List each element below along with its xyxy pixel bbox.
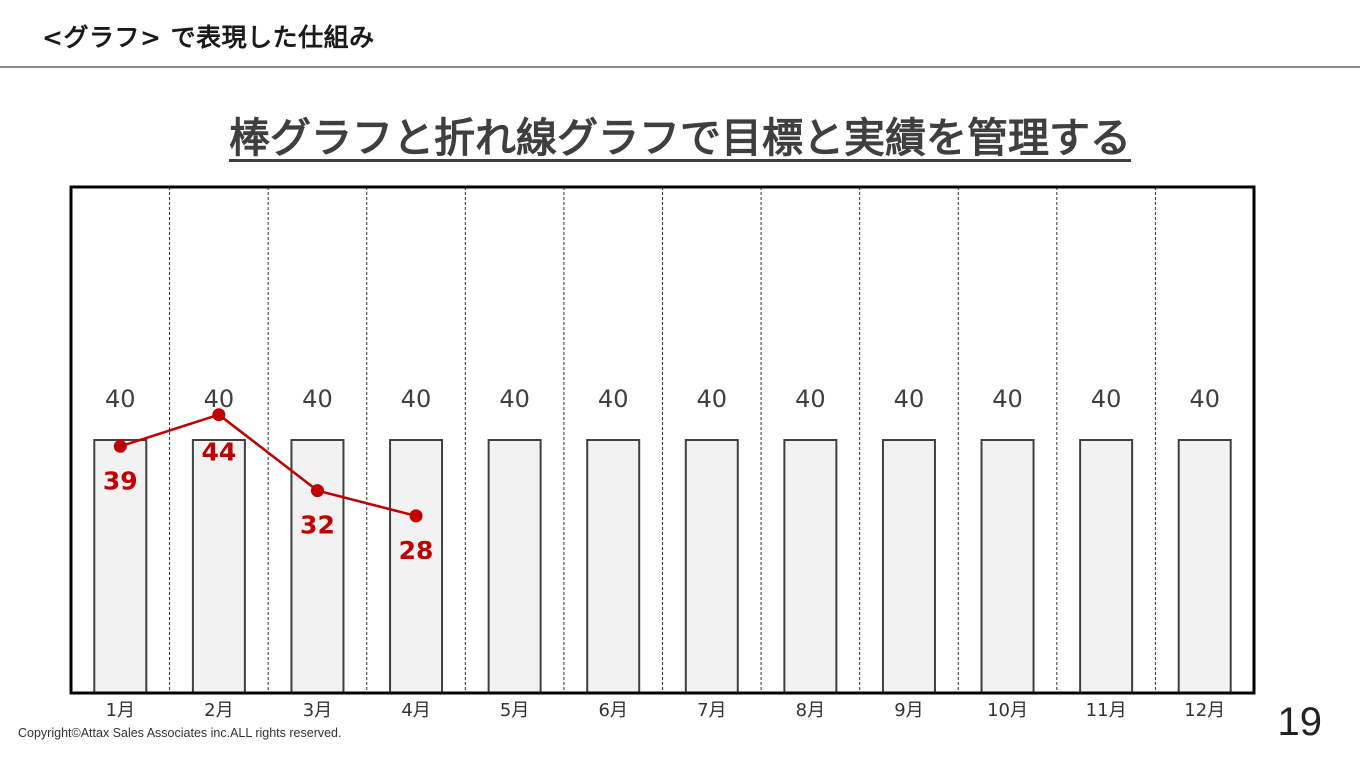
bar-value-label: 40 (1091, 385, 1122, 413)
bar-3 (290, 439, 345, 694)
actual-line (119, 413, 417, 518)
category-label: 8月 (796, 700, 825, 721)
actual-value-label: 39 (103, 466, 138, 495)
actual-point (113, 439, 127, 453)
bar-11 (1079, 439, 1134, 694)
bar-value-label: 40 (697, 385, 728, 413)
actual-value-label: 28 (399, 536, 434, 565)
bar-4 (389, 439, 444, 694)
bar-value-label: 40 (795, 385, 826, 413)
copyright-notice: Copyright©Attax Sales Associates inc.ALL… (18, 726, 342, 740)
bar-value-label: 40 (894, 385, 925, 413)
plot-frame (69, 185, 1256, 695)
category-label: 6月 (598, 700, 627, 721)
bar-9 (881, 439, 936, 694)
category-label: 7月 (697, 700, 726, 721)
bar-2 (191, 439, 246, 694)
category-label: 1月 (106, 700, 135, 721)
main-title: 棒グラフと折れ線グラフで目標と実績を管理する (229, 114, 1131, 162)
bar-value-label: 40 (992, 385, 1023, 413)
bar-value-label: 40 (401, 385, 432, 413)
category-label: 2月 (204, 700, 233, 721)
category-label: 9月 (894, 700, 923, 721)
bar-7 (684, 439, 739, 694)
actual-value-label: 44 (201, 438, 236, 467)
category-label: 4月 (401, 700, 430, 721)
actual-point (212, 408, 226, 422)
bar-value-label: 40 (499, 385, 530, 413)
bar-8 (783, 439, 838, 694)
actual-point (310, 484, 324, 498)
bar-value-label: 40 (105, 385, 136, 413)
bar-value-label: 40 (302, 385, 333, 413)
bar-12 (1177, 439, 1232, 694)
actual-value-label: 32 (300, 511, 335, 540)
category-label: 12月 (1184, 700, 1225, 721)
category-label: 5月 (500, 700, 529, 721)
bar-5 (487, 439, 542, 694)
category-label: 10月 (987, 700, 1028, 721)
header-title: <グラフ> で表現した仕組み (42, 23, 375, 52)
bar-6 (586, 439, 641, 694)
category-label: 3月 (303, 700, 332, 721)
page-number: 19 (1277, 700, 1323, 744)
bar-value-label: 40 (1189, 385, 1220, 413)
bar-value-label: 40 (598, 385, 629, 413)
actual-point (409, 509, 423, 523)
category-label: 11月 (1086, 700, 1127, 721)
header-divider (0, 66, 1360, 68)
bar-10 (980, 439, 1035, 694)
